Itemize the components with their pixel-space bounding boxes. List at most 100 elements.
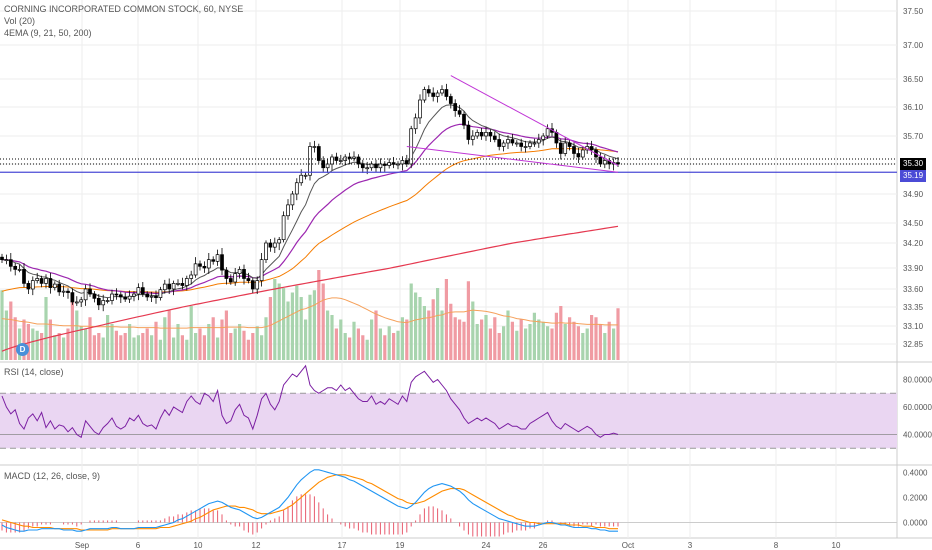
candle-body	[308, 146, 312, 176]
candle-body	[532, 142, 537, 145]
volume-bar	[35, 330, 39, 360]
volume-bar	[541, 321, 545, 360]
rsi-line	[1, 364, 619, 439]
candle-body	[422, 89, 427, 101]
candle-body	[189, 274, 194, 279]
chart-legend: CORNING INCORPORATED COMMON STOCK, 60, N…	[4, 3, 243, 39]
volume-bar	[57, 333, 61, 360]
volume-bar	[299, 297, 303, 360]
candle-body	[92, 293, 97, 299]
macd-line	[1, 469, 618, 532]
volume-bar	[458, 319, 462, 360]
candle-body	[466, 124, 471, 140]
dividend-badge[interactable]: D	[16, 343, 29, 356]
candle-body	[180, 283, 185, 286]
rsi-tick-label: 40.0000	[903, 431, 932, 440]
volume-bar	[268, 297, 272, 360]
price-pane	[0, 0, 897, 360]
symbol-title[interactable]: CORNING INCORPORATED COMMON STOCK, 60, N…	[4, 4, 244, 14]
volume-bar	[106, 315, 110, 360]
volume-bar	[224, 310, 228, 360]
candle-body	[563, 142, 568, 154]
candle-body	[580, 149, 585, 158]
volume-bar	[616, 308, 620, 360]
volume-bar	[238, 324, 242, 360]
volume-bar	[550, 328, 554, 360]
price-tick-label: 35.70	[903, 132, 924, 141]
candle-body	[167, 283, 172, 290]
candle-body	[457, 110, 462, 115]
volume-bar	[515, 330, 519, 360]
candle-body	[272, 242, 277, 248]
volume-bar	[0, 290, 4, 360]
volume-bar	[110, 324, 114, 360]
volume-bar	[330, 315, 334, 360]
volume-bar	[334, 328, 338, 360]
candle-body	[352, 156, 356, 159]
volume-bar	[233, 328, 237, 360]
volume-ma-line	[1, 297, 618, 329]
candle-body	[294, 182, 299, 195]
volume-bar	[202, 335, 206, 360]
volume-bar	[220, 319, 224, 360]
time-tick-label: 12	[252, 541, 261, 550]
volume-bar	[352, 321, 356, 360]
candle-body	[4, 259, 9, 262]
candle-body	[30, 280, 35, 290]
volume-bar	[312, 290, 316, 360]
candle-body	[378, 163, 383, 169]
volume-bar	[444, 279, 448, 360]
volume-bar	[396, 330, 400, 360]
volume-indicator-label[interactable]: Vol (20)	[4, 16, 36, 26]
candle-body	[74, 301, 79, 304]
volume-bar	[119, 335, 123, 360]
candle-body	[211, 259, 216, 262]
volume-bar	[114, 330, 118, 360]
volume-bar	[462, 321, 466, 360]
volume-bar	[365, 339, 369, 360]
candle-body	[514, 142, 519, 145]
candle-body	[264, 242, 268, 261]
candle-body	[312, 146, 317, 148]
candle-body	[154, 295, 158, 298]
volume-bar	[532, 312, 536, 360]
time-tick-label: 17	[338, 541, 347, 550]
candle-body	[576, 153, 581, 158]
candle-body	[158, 289, 163, 298]
volume-bar	[546, 326, 550, 360]
volume-bar	[189, 306, 193, 360]
candle-body	[132, 293, 136, 297]
candle-body	[149, 295, 154, 298]
volume-bar	[70, 301, 74, 360]
candle-body	[330, 156, 334, 165]
candle-body	[444, 89, 449, 97]
volume-bar	[361, 335, 365, 360]
volume-bar	[145, 328, 149, 360]
candle-body	[79, 299, 84, 303]
volume-bar	[528, 324, 532, 360]
candle-body	[52, 283, 57, 288]
price-tick-label: 32.85	[903, 340, 924, 349]
volume-bar	[524, 328, 528, 360]
candle-body	[519, 142, 524, 147]
candle-body	[303, 174, 308, 177]
candle-body	[316, 146, 321, 161]
macd-indicator-label[interactable]: MACD (12, 26, close, 9)	[4, 471, 101, 481]
candle-body	[558, 142, 563, 154]
price-tick-label: 34.90	[903, 190, 924, 199]
candle-body	[70, 292, 75, 303]
ema-indicator-label[interactable]: 4EMA (9, 21, 50, 200)	[4, 28, 92, 38]
candle-body	[140, 287, 145, 295]
rsi-indicator-label[interactable]: RSI (14, close)	[4, 367, 64, 377]
volume-bar	[339, 319, 343, 360]
time-tick-label: 26	[539, 541, 548, 550]
ema21-line	[2, 123, 619, 295]
candle-body	[510, 139, 515, 144]
candle-body	[369, 163, 374, 169]
candle-body	[101, 300, 106, 306]
volume-bar	[128, 324, 132, 360]
candle-body	[347, 156, 352, 159]
volume-bar	[229, 333, 233, 360]
volume-bar	[198, 328, 202, 360]
